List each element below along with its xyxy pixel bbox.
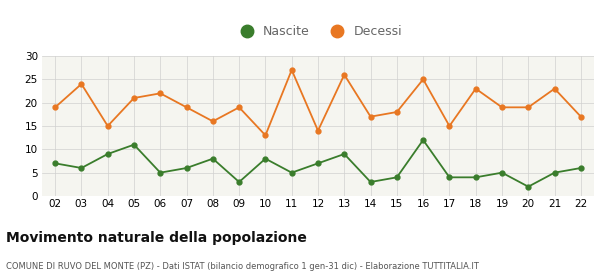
Decessi	[104, 124, 112, 128]
Nascite	[157, 171, 164, 174]
Nascite	[236, 180, 243, 184]
Nascite	[551, 171, 558, 174]
Nascite	[499, 171, 506, 174]
Decessi	[183, 106, 190, 109]
Decessi	[472, 87, 479, 90]
Nascite	[472, 176, 479, 179]
Decessi	[157, 92, 164, 95]
Decessi	[341, 73, 348, 76]
Nascite	[393, 176, 400, 179]
Line: Nascite: Nascite	[53, 137, 583, 189]
Decessi	[52, 106, 59, 109]
Line: Decessi: Decessi	[53, 67, 583, 138]
Text: COMUNE DI RUVO DEL MONTE (PZ) - Dati ISTAT (bilancio demografico 1 gen-31 dic) -: COMUNE DI RUVO DEL MONTE (PZ) - Dati IST…	[6, 262, 479, 271]
Nascite	[314, 162, 322, 165]
Decessi	[524, 106, 532, 109]
Nascite	[341, 152, 348, 156]
Nascite	[183, 166, 190, 170]
Decessi	[209, 120, 217, 123]
Nascite	[52, 162, 59, 165]
Decessi	[393, 110, 400, 114]
Nascite	[577, 166, 584, 170]
Text: Movimento naturale della popolazione: Movimento naturale della popolazione	[6, 231, 307, 245]
Nascite	[78, 166, 85, 170]
Nascite	[130, 143, 137, 146]
Decessi	[577, 115, 584, 118]
Legend: Nascite, Decessi: Nascite, Decessi	[229, 20, 407, 43]
Decessi	[262, 134, 269, 137]
Decessi	[551, 87, 558, 90]
Decessi	[367, 115, 374, 118]
Nascite	[446, 176, 453, 179]
Decessi	[314, 129, 322, 132]
Nascite	[262, 157, 269, 160]
Decessi	[288, 68, 295, 72]
Decessi	[130, 96, 137, 100]
Nascite	[367, 180, 374, 184]
Decessi	[499, 106, 506, 109]
Decessi	[419, 78, 427, 81]
Nascite	[524, 185, 532, 188]
Decessi	[446, 124, 453, 128]
Nascite	[419, 138, 427, 142]
Nascite	[288, 171, 295, 174]
Decessi	[236, 106, 243, 109]
Nascite	[104, 152, 112, 156]
Decessi	[78, 82, 85, 86]
Nascite	[209, 157, 217, 160]
